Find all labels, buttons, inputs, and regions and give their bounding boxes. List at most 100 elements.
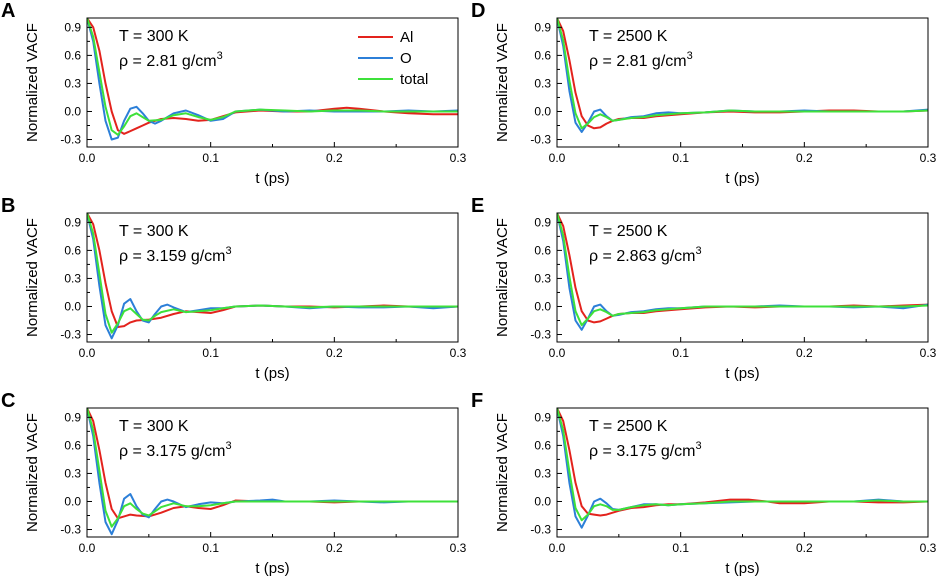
y-axis-title: Normalized VACF [494, 23, 511, 142]
y-tick-label: 0.0 [64, 104, 81, 118]
y-tick-label: 0.6 [534, 243, 551, 257]
x-tick-label: 0.1 [202, 151, 219, 165]
y-tick-label: -0.3 [530, 133, 551, 147]
series-group [557, 213, 928, 331]
panel-letter: C [1, 390, 15, 412]
y-axis-title: Normalized VACF [494, 218, 511, 337]
x-axis-title: t (ps) [725, 170, 759, 187]
y-tick-label: 0.3 [64, 466, 81, 480]
density-unit-exponent: 3 [687, 50, 693, 62]
y-tick-label: 0.9 [534, 20, 551, 34]
panel-b: B 0.0 0.1 0.2 0.3 0.9 0.6 0.3 0.0 -0.3 t (ps) Norma… [1, 195, 467, 382]
series-group [87, 213, 458, 340]
panel-d: D 0.0 0.1 0.2 0.3 0.9 0.6 0.3 0.0 -0.3 t (ps) Norma… [471, 0, 937, 187]
y-tick-label: 0.9 [64, 410, 81, 424]
y-tick-label: 0.3 [534, 271, 551, 285]
y-axis-title: Normalized VACF [24, 413, 41, 532]
y-tick-label: 0.9 [534, 215, 551, 229]
y-tick-label: -0.3 [60, 523, 81, 537]
panel-f: F 0.0 0.1 0.2 0.3 0.9 0.6 0.3 0.0 -0.3 t (ps) Norma… [471, 390, 937, 577]
y-tick-label: 0.0 [64, 494, 81, 508]
panel-letter: B [1, 195, 15, 217]
series-line-total [557, 18, 928, 130]
x-tick-label: 0.0 [79, 346, 96, 360]
density-value: ρ = 3.175 g/cm [119, 443, 226, 460]
temperature-label: T = 300 K [119, 28, 189, 45]
x-tick-label: 0.2 [326, 346, 343, 360]
y-tick-label: 0.0 [534, 104, 551, 118]
density-value: ρ = 3.159 g/cm [119, 248, 226, 265]
x-tick-label: 0.1 [202, 346, 219, 360]
density-unit-exponent: 3 [217, 50, 223, 62]
x-axis-title: t (ps) [725, 560, 759, 577]
x-tick-label: 0.1 [202, 541, 219, 555]
density-unit-exponent: 3 [226, 440, 232, 452]
y-tick-label: 0.6 [64, 243, 81, 257]
y-tick-label: 0.6 [534, 48, 551, 62]
x-tick-label: 0.2 [326, 541, 343, 555]
density-label: ρ = 2.81 g/cm3 [119, 50, 223, 70]
legend-label-o: O [400, 50, 412, 67]
density-label: ρ = 3.175 g/cm3 [119, 440, 232, 460]
panel-letter: F [471, 390, 483, 412]
y-tick-label: -0.3 [530, 328, 551, 342]
series-line-total [87, 213, 458, 334]
x-tick-label: 0.1 [672, 151, 689, 165]
y-tick-label: 0.6 [64, 48, 81, 62]
y-axis-title: Normalized VACF [494, 413, 511, 532]
series-line-total [557, 213, 928, 327]
series-group [557, 408, 928, 529]
y-tick-label: 0.6 [534, 438, 551, 452]
x-tick-label: 0.3 [450, 151, 467, 165]
y-tick-label: -0.3 [60, 133, 81, 147]
y-tick-label: 0.3 [534, 76, 551, 90]
temperature-label: T = 300 K [119, 418, 189, 435]
y-tick-label: 0.9 [64, 20, 81, 34]
temperature-label: T = 300 K [119, 223, 189, 240]
y-tick-label: 0.3 [64, 271, 81, 285]
series-line-total [557, 408, 928, 522]
x-tick-label: 0.3 [920, 346, 937, 360]
x-axis-title: t (ps) [255, 365, 289, 382]
series-line-al [87, 18, 458, 135]
panel-a: A 0.0 0.1 0.2 0.3 0.9 0.6 0.3 0.0 -0.3 t (ps) Norma… [1, 0, 467, 187]
x-tick-label: 0.2 [796, 346, 813, 360]
series-group [87, 408, 458, 536]
y-tick-label: 0.0 [64, 299, 81, 313]
x-tick-label: 0.2 [796, 541, 813, 555]
temperature-label: T = 2500 K [589, 223, 668, 240]
y-tick-label: 0.0 [534, 494, 551, 508]
panel-c: C 0.0 0.1 0.2 0.3 0.9 0.6 0.3 0.0 -0.3 t (ps) Norma… [1, 390, 467, 577]
panel-letter: D [471, 0, 485, 22]
x-tick-label: 0.2 [796, 151, 813, 165]
x-tick-label: 0.3 [450, 541, 467, 555]
y-tick-label: 0.3 [64, 76, 81, 90]
x-tick-label: 0.1 [672, 541, 689, 555]
density-value: ρ = 2.81 g/cm [119, 53, 217, 70]
x-axis-title: t (ps) [255, 170, 289, 187]
series-group [557, 18, 928, 133]
temperature-label: T = 2500 K [589, 28, 668, 45]
density-unit-exponent: 3 [696, 245, 702, 257]
density-value: ρ = 2.81 g/cm [589, 53, 687, 70]
density-label: ρ = 2.81 g/cm3 [589, 50, 693, 70]
y-tick-label: 0.9 [534, 410, 551, 424]
x-tick-label: 0.0 [549, 541, 566, 555]
y-tick-label: 0.9 [64, 215, 81, 229]
legend-label-total: total [400, 71, 428, 88]
y-tick-label: 0.6 [64, 438, 81, 452]
x-tick-label: 0.2 [326, 151, 343, 165]
x-tick-label: 0.1 [672, 346, 689, 360]
density-label: ρ = 3.159 g/cm3 [119, 245, 232, 265]
series-group [87, 18, 458, 141]
density-unit-exponent: 3 [696, 440, 702, 452]
panel-letter: E [471, 195, 484, 217]
x-tick-label: 0.0 [79, 541, 96, 555]
x-tick-label: 0.3 [450, 346, 467, 360]
legend-label-al: Al [400, 29, 413, 46]
series-line-total [87, 408, 458, 528]
panel-letter: A [1, 0, 15, 22]
y-tick-label: -0.3 [530, 523, 551, 537]
